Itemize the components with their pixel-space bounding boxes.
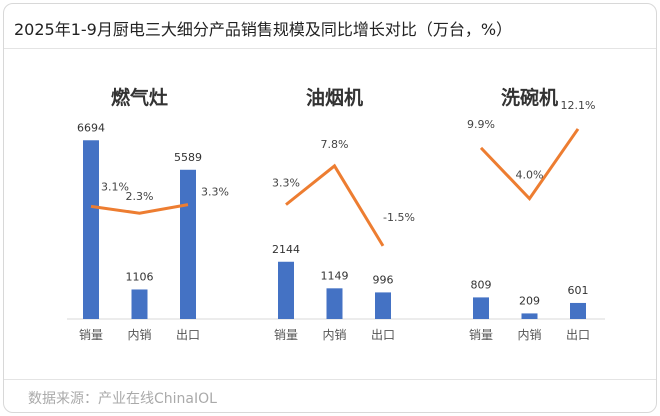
bar: [473, 297, 489, 319]
bar-label: 209: [519, 294, 540, 307]
chart: 燃气灶6694销量1106内销5589出口3.1%2.3%3.3%油烟机2144…: [0, 0, 660, 416]
growth-label: 2.3%: [126, 190, 154, 203]
category-label: 销量: [274, 328, 298, 342]
bar: [570, 303, 586, 319]
bar-label: 6694: [77, 121, 105, 134]
growth-label: 3.3%: [272, 177, 300, 190]
panel-title: 燃气灶: [111, 86, 168, 109]
bar: [180, 170, 196, 319]
category-label: 内销: [517, 328, 541, 342]
bar: [132, 289, 148, 319]
category-label: 出口: [176, 328, 200, 342]
growth-label: 9.9%: [467, 118, 495, 131]
category-label: 出口: [371, 328, 395, 342]
growth-line: [481, 129, 578, 199]
bar-label: 809: [471, 278, 492, 291]
bar: [83, 140, 99, 319]
growth-label: 7.8%: [321, 138, 349, 151]
bar-label: 1106: [126, 270, 154, 283]
category-label: 内销: [127, 328, 151, 342]
category-label: 内销: [322, 328, 346, 342]
bar: [375, 292, 391, 319]
growth-line: [91, 205, 188, 214]
bar-label: 2144: [272, 243, 300, 256]
bar-label: 996: [373, 273, 394, 286]
growth-label: -1.5%: [383, 211, 415, 224]
growth-line: [286, 166, 383, 246]
growth-label: 12.1%: [561, 99, 596, 112]
bar-label: 601: [568, 284, 589, 297]
bar: [278, 262, 294, 319]
category-label: 出口: [566, 328, 590, 342]
bar: [522, 313, 538, 319]
bar-label: 5589: [174, 151, 202, 164]
panel-title: 油烟机: [306, 86, 363, 109]
growth-label: 4.0%: [516, 169, 544, 182]
bar-label: 1149: [321, 269, 349, 282]
category-label: 销量: [469, 328, 493, 342]
panel-title: 洗碗机: [501, 86, 558, 109]
growth-label: 3.3%: [201, 186, 229, 199]
category-label: 销量: [79, 328, 103, 342]
bar: [327, 288, 343, 319]
